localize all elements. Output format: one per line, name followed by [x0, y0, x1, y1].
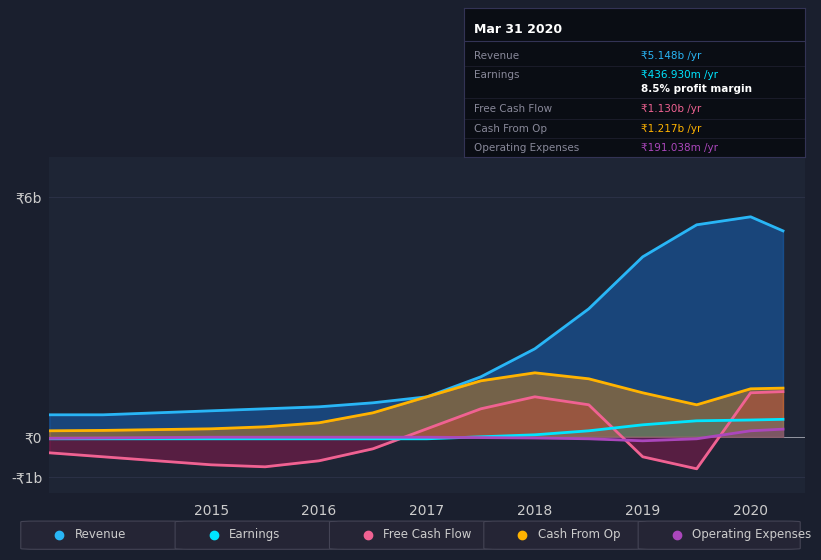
- Text: 8.5% profit margin: 8.5% profit margin: [641, 83, 752, 94]
- Text: Earnings: Earnings: [229, 528, 281, 542]
- Text: ₹1.130b /yr: ₹1.130b /yr: [641, 104, 701, 114]
- Text: Free Cash Flow: Free Cash Flow: [474, 104, 553, 114]
- Text: Operating Expenses: Operating Expenses: [692, 528, 811, 542]
- Text: Earnings: Earnings: [474, 70, 520, 80]
- Text: Cash From Op: Cash From Op: [474, 124, 547, 134]
- Text: Operating Expenses: Operating Expenses: [474, 143, 580, 153]
- FancyBboxPatch shape: [329, 521, 492, 549]
- FancyBboxPatch shape: [21, 521, 183, 549]
- Text: Mar 31 2020: Mar 31 2020: [474, 24, 562, 36]
- FancyBboxPatch shape: [484, 521, 646, 549]
- Text: ₹1.217b /yr: ₹1.217b /yr: [641, 124, 701, 134]
- Text: ₹5.148b /yr: ₹5.148b /yr: [641, 51, 701, 61]
- Text: Free Cash Flow: Free Cash Flow: [383, 528, 472, 542]
- FancyBboxPatch shape: [175, 521, 337, 549]
- Text: Cash From Op: Cash From Op: [538, 528, 621, 542]
- Text: ₹436.930m /yr: ₹436.930m /yr: [641, 70, 718, 80]
- Text: Revenue: Revenue: [75, 528, 126, 542]
- Text: ₹191.038m /yr: ₹191.038m /yr: [641, 143, 718, 153]
- FancyBboxPatch shape: [638, 521, 800, 549]
- Text: Revenue: Revenue: [474, 51, 519, 61]
